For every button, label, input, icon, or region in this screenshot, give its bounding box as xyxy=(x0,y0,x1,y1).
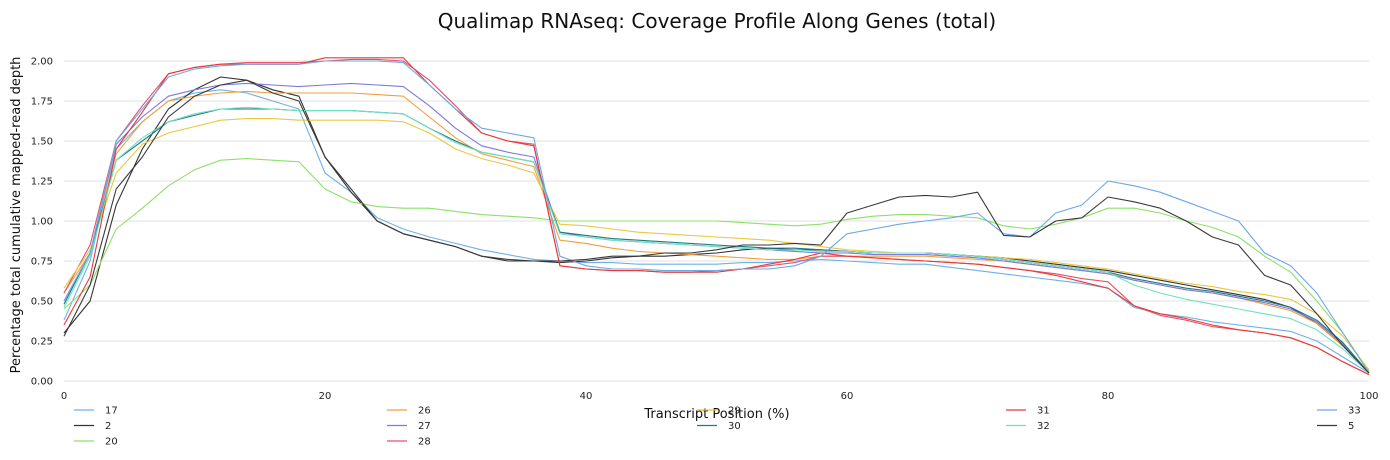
series-line-27 xyxy=(63,82,1370,374)
y-tick-label: 1.25 xyxy=(31,177,53,188)
legend-label: 5 xyxy=(1348,421,1354,432)
x-tick-label: 60 xyxy=(841,391,854,402)
y-axis-label: Percentage total cumulative mapped-read … xyxy=(9,57,24,374)
y-tick-label: 1.50 xyxy=(31,137,53,148)
x-tick-label: 0 xyxy=(61,391,67,402)
legend-label: 2 xyxy=(105,421,111,432)
y-tick-label: 2.00 xyxy=(31,57,53,68)
series-line-29 xyxy=(63,118,1370,371)
series-line-31 xyxy=(63,57,1370,376)
x-axis-ticks: 0 20 40 60 80 100 xyxy=(61,391,1379,402)
x-tick-label: 100 xyxy=(1359,391,1378,402)
legend-label: 31 xyxy=(1037,406,1050,417)
legend: 17 2 20 26 27 28 29 30 31 32 33 5 xyxy=(74,406,1361,448)
series-line-26 xyxy=(63,90,1370,374)
y-tick-label: 0.50 xyxy=(31,297,53,308)
series-line-20 xyxy=(63,158,1370,372)
series-line-17 xyxy=(63,89,1370,374)
legend-label: 28 xyxy=(418,437,431,448)
y-axis-ticks: 0.00 0.25 0.50 0.75 1.00 1.25 1.50 1.75 2.00 xyxy=(31,57,53,388)
y-tick-label: 1.00 xyxy=(31,217,53,228)
x-tick-label: 40 xyxy=(580,391,593,402)
legend-label: 17 xyxy=(105,406,118,417)
series-line-33 xyxy=(63,60,1370,374)
x-tick-label: 80 xyxy=(1102,391,1115,402)
y-tick-label: 0.75 xyxy=(31,257,53,268)
legend-label: 33 xyxy=(1348,406,1361,417)
y-tick-label: 0.25 xyxy=(31,337,53,348)
legend-label: 27 xyxy=(418,421,431,432)
series-line-32 xyxy=(63,106,1370,374)
legend-label: 26 xyxy=(418,406,431,417)
series-line-5 xyxy=(63,79,1370,374)
x-axis-label: Transcript Position (%) xyxy=(643,407,789,422)
series-line-2 xyxy=(63,76,1370,374)
legend-label: 32 xyxy=(1037,421,1050,432)
series-line-30 xyxy=(63,108,1370,374)
y-tick-label: 0.00 xyxy=(31,377,53,388)
chart-title: Qualimap RNAseq: Coverage Profile Along … xyxy=(438,9,996,33)
legend-label: 30 xyxy=(728,421,741,432)
legend-label: 29 xyxy=(728,406,741,417)
y-tick-label: 1.75 xyxy=(31,97,53,108)
legend-label: 20 xyxy=(105,437,118,448)
x-tick-label: 20 xyxy=(319,391,332,402)
series-lines xyxy=(63,57,1370,376)
